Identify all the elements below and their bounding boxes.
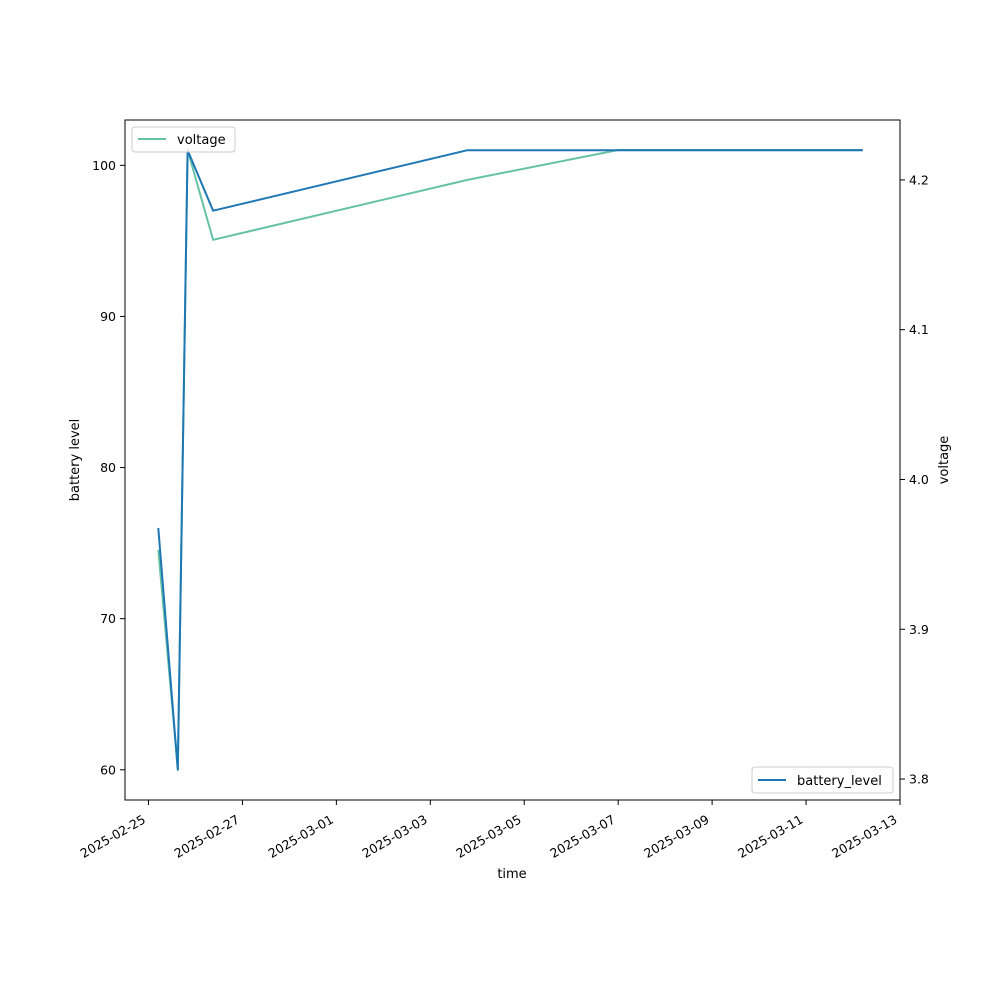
legend-voltage: voltage (131, 126, 236, 153)
right-y-tick-label: 3.9 (909, 622, 929, 637)
left-y-tick-label: 100 (92, 158, 116, 173)
left-y-tick-label: 80 (100, 460, 116, 475)
left-y-tick-label: 60 (100, 762, 116, 777)
left-y-tick-label: 90 (100, 309, 116, 324)
legend-box (131, 126, 236, 153)
right-y-tick-label: 3.8 (909, 772, 929, 787)
left-y-axis-ticks: 60 70 80 90 100 (92, 158, 125, 777)
right-y-tick-label: 4.1 (909, 322, 929, 337)
series-lines (157, 149, 863, 771)
legend-box (751, 766, 894, 794)
left-y-axis-label: battery level (68, 419, 83, 502)
series-line-battery-level (157, 149, 863, 771)
legend-label-battery-level: battery_level (797, 774, 882, 789)
right-y-axis-ticks: 3.8 3.9 4.0 4.1 4.2 (900, 172, 929, 787)
plot-frame (124, 119, 901, 801)
right-y-axis-label: voltage (937, 436, 952, 485)
legend-label-voltage: voltage (177, 133, 226, 148)
x-axis-label: time (497, 867, 526, 882)
left-y-tick-label: 70 (100, 611, 116, 626)
legend-battery-level: battery_level (751, 766, 894, 794)
right-y-tick-label: 4.2 (909, 172, 929, 187)
right-y-tick-label: 4.0 (909, 472, 929, 487)
